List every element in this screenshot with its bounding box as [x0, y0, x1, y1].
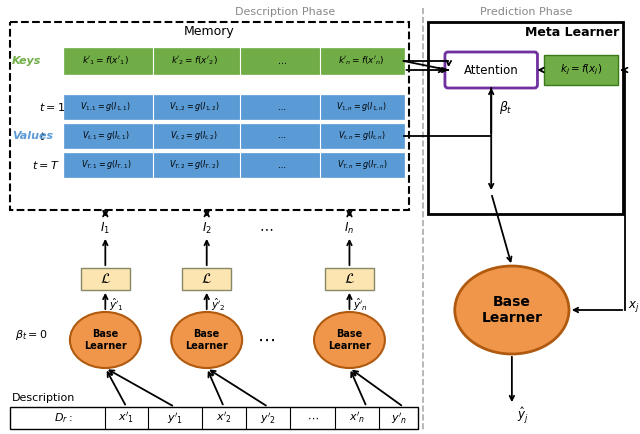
- Text: $V_{1,1}=g(I_{1,1})$: $V_{1,1}=g(I_{1,1})$: [81, 101, 131, 113]
- Text: $\cdots$: $\cdots$: [257, 331, 275, 349]
- Bar: [325, 268, 374, 290]
- Text: Keys: Keys: [12, 56, 41, 66]
- Text: $t=1$: $t=1$: [40, 101, 65, 113]
- Text: $x'_2$: $x'_2$: [216, 411, 232, 425]
- Text: $\beta_t$: $\beta_t$: [499, 99, 513, 115]
- Text: Base
Learner: Base Learner: [186, 329, 228, 351]
- Text: $V_{t,1}=g(I_{t,1})$: $V_{t,1}=g(I_{t,1})$: [82, 130, 130, 142]
- Text: $t$: $t$: [40, 130, 46, 142]
- Text: $x'_n$: $x'_n$: [349, 411, 365, 425]
- Text: $V_{T,1}=g(I_{T,1})$: $V_{T,1}=g(I_{T,1})$: [81, 158, 131, 171]
- Bar: [81, 268, 130, 290]
- Text: $k'_2=f(x'_2)$: $k'_2=f(x'_2)$: [171, 55, 218, 67]
- Text: Base
Learner: Base Learner: [328, 329, 371, 351]
- Text: Meta Learner: Meta Learner: [525, 26, 619, 39]
- Text: Memory: Memory: [184, 26, 234, 39]
- Text: $I_1$: $I_1$: [100, 220, 110, 236]
- Text: Values: Values: [12, 131, 53, 141]
- Text: $y'_1$: $y'_1$: [166, 411, 183, 425]
- Bar: [64, 153, 404, 177]
- Text: $I_n$: $I_n$: [344, 220, 355, 236]
- Text: Attention: Attention: [464, 63, 518, 76]
- Text: $k_j=f(x_j)$: $k_j=f(x_j)$: [560, 63, 602, 77]
- Text: $\cdots$: $\cdots$: [278, 132, 287, 141]
- Text: $\hat{y}'_1$: $\hat{y}'_1$: [109, 297, 124, 313]
- Text: Base
Learner: Base Learner: [481, 295, 542, 325]
- Text: $\cdots$: $\cdots$: [278, 161, 287, 170]
- Text: $V_{t,n}=g(I_{t,n})$: $V_{t,n}=g(I_{t,n})$: [338, 130, 386, 142]
- Text: $\mathcal{L}$: $\mathcal{L}$: [100, 272, 111, 286]
- Text: $x_j$: $x_j$: [628, 299, 639, 313]
- Text: $\cdots$: $\cdots$: [259, 221, 273, 235]
- Text: $\mathcal{L}$: $\mathcal{L}$: [201, 272, 212, 286]
- Text: Description Phase: Description Phase: [236, 7, 335, 17]
- Text: $\cdots$: $\cdots$: [307, 413, 319, 423]
- Text: $V_{T,n}=g(I_{T,n})$: $V_{T,n}=g(I_{T,n})$: [337, 158, 387, 171]
- Text: $V_{1,2}=g(I_{1,2})$: $V_{1,2}=g(I_{1,2})$: [169, 101, 220, 113]
- Text: $\hat{y}'_2$: $\hat{y}'_2$: [211, 297, 225, 313]
- Text: $\mathcal{L}$: $\mathcal{L}$: [344, 272, 355, 286]
- Text: $V_{1,n}=g(I_{1,n})$: $V_{1,n}=g(I_{1,n})$: [337, 101, 387, 113]
- Bar: [10, 22, 408, 210]
- Text: $t=T$: $t=T$: [31, 159, 59, 171]
- Text: $V_{t,2}=g(I_{t,2})$: $V_{t,2}=g(I_{t,2})$: [170, 130, 218, 142]
- Text: $D_r:$: $D_r:$: [54, 411, 73, 425]
- Text: $y'_2$: $y'_2$: [260, 411, 276, 425]
- Text: $\hat{y}'_n$: $\hat{y}'_n$: [353, 297, 369, 313]
- Text: $y'_n$: $y'_n$: [390, 411, 407, 425]
- Text: $\cdots$: $\cdots$: [277, 56, 287, 66]
- Bar: [10, 407, 419, 429]
- Bar: [64, 124, 404, 148]
- Text: Prediction Phase: Prediction Phase: [481, 7, 573, 17]
- Ellipse shape: [314, 312, 385, 368]
- Text: $I_2$: $I_2$: [202, 220, 212, 236]
- Bar: [64, 95, 404, 119]
- Bar: [428, 22, 623, 214]
- Text: $V_{T,2}=g(I_{T,2})$: $V_{T,2}=g(I_{T,2})$: [169, 158, 220, 171]
- Bar: [182, 268, 231, 290]
- Text: $x'_1$: $x'_1$: [118, 411, 134, 425]
- Text: $\hat{y}_j$: $\hat{y}_j$: [516, 405, 529, 425]
- Bar: [545, 55, 618, 85]
- Ellipse shape: [455, 266, 569, 354]
- Text: $\beta_t=0$: $\beta_t=0$: [15, 328, 47, 342]
- Ellipse shape: [172, 312, 242, 368]
- Text: $k'_n=f(x'_n)$: $k'_n=f(x'_n)$: [339, 55, 385, 67]
- Text: Base
Learner: Base Learner: [84, 329, 127, 351]
- Text: $k'_1=f(x'_1)$: $k'_1=f(x'_1)$: [83, 55, 129, 67]
- FancyBboxPatch shape: [445, 52, 538, 88]
- Ellipse shape: [70, 312, 141, 368]
- Text: Description: Description: [12, 393, 75, 403]
- Text: $\cdots$: $\cdots$: [278, 102, 287, 112]
- Bar: [64, 48, 404, 74]
